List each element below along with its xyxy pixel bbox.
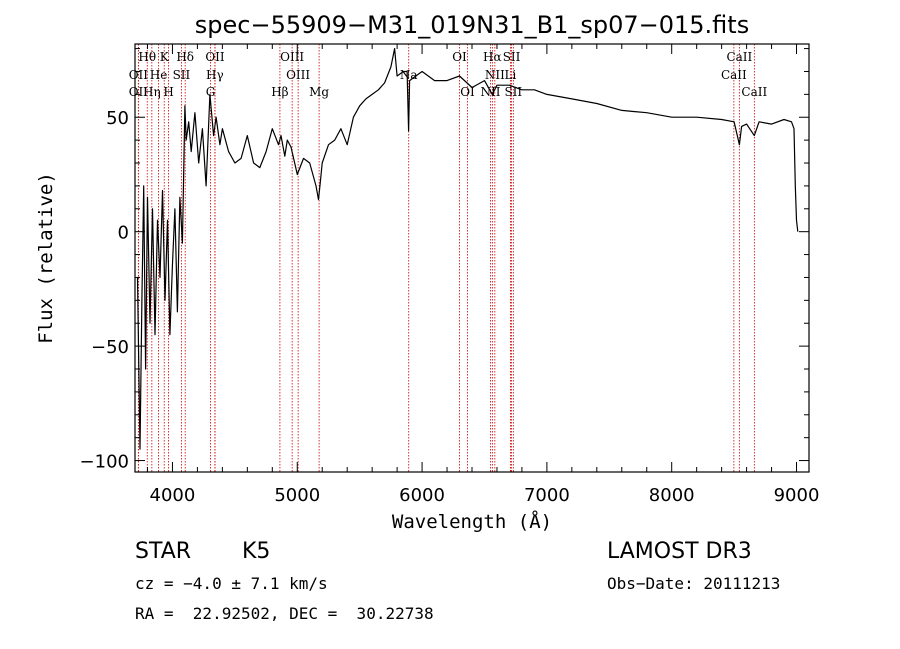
spectral-line-markers [137, 44, 755, 472]
line-marker-label: CaII [726, 50, 752, 64]
line-marker-label: Hγ [206, 68, 224, 82]
line-marker-label: OII [205, 50, 225, 64]
x-tick-label: 8000 [649, 485, 695, 506]
x-tick-label: 9000 [774, 485, 820, 506]
line-marker-label: SII [503, 50, 521, 64]
x-tick-label: 4000 [150, 485, 196, 506]
chart-title: spec−55909−M31_019N31_B1_sp07−015.fits [195, 11, 749, 39]
line-marker-label: OII [129, 68, 149, 82]
line-marker-label: K [160, 50, 170, 64]
line-marker-label: H [163, 85, 173, 99]
survey-label: LAMOST DR3 [607, 539, 752, 564]
line-marker-label: SII [173, 68, 191, 82]
line-marker-label: Hα [483, 50, 502, 64]
line-marker-label: NII [485, 68, 505, 82]
line-marker-label: Mg [309, 85, 329, 99]
x-tick-label: 7000 [524, 485, 570, 506]
line-marker-label: Hβ [271, 85, 288, 99]
line-marker-label: Hδ [176, 50, 194, 64]
line-marker-label: Hη [143, 85, 161, 99]
y-tick-label: 50 [106, 108, 129, 129]
y-tick-label: −50 [91, 337, 129, 358]
line-marker-label: CaII [721, 68, 747, 82]
y-axis-ticks: 50 0 −50 −100 [80, 48, 809, 473]
line-marker-label: Li [505, 68, 517, 82]
x-axis-label: Wavelength (Å) [392, 510, 552, 533]
plot-frame [134, 43, 810, 473]
line-marker-label: CaII [741, 85, 767, 99]
line-marker-label: OI [452, 50, 467, 64]
x-tick-label: 6000 [399, 485, 445, 506]
coordinates-label: RA = 22.92502, DEC = 30.22738 [135, 604, 434, 623]
x-tick-label: 5000 [274, 485, 320, 506]
line-marker-label: OIII [286, 68, 310, 82]
line-marker-label: G [206, 85, 216, 99]
redshift-label: cz = −4.0 ± 7.1 km/s [135, 574, 328, 593]
line-marker-label: Hθ [138, 50, 156, 64]
y-tick-label: −100 [80, 452, 129, 473]
line-marker-label: OIII [280, 50, 304, 64]
x-axis-ticks: 4000 5000 6000 7000 8000 9000 [146, 44, 820, 506]
y-axis-label: Flux (relative) [35, 172, 57, 344]
line-marker-label: Na [400, 68, 418, 82]
line-marker-label: OI [460, 85, 475, 99]
subclass-label: K5 [242, 539, 271, 564]
line-marker-label: OII [129, 85, 149, 99]
obs-date-label: Obs−Date: 20111213 [607, 574, 781, 593]
y-tick-label: 0 [118, 223, 129, 244]
classification-label: STAR [135, 539, 192, 564]
line-marker-label: He [150, 68, 168, 82]
spectrum-line [136, 48, 799, 450]
